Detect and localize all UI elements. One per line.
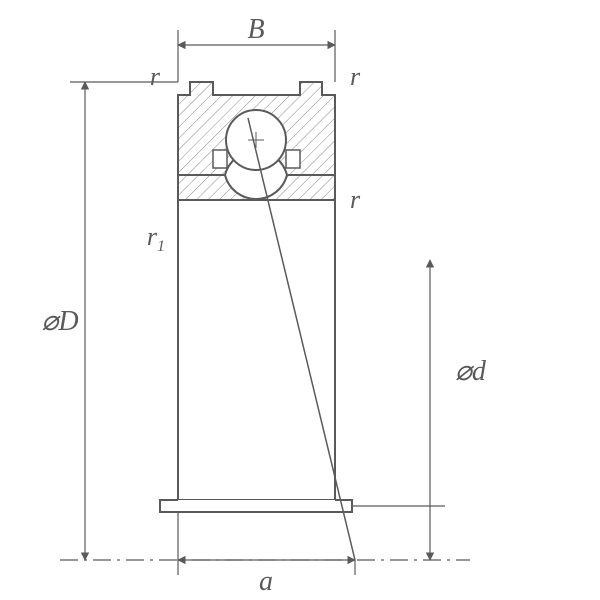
svg-text:⌀d: ⌀d bbox=[455, 356, 487, 387]
bearing-cross-section-diagram: B ⌀D ⌀d a r r r r1 bbox=[0, 0, 600, 600]
svg-text:⌀D: ⌀D bbox=[41, 306, 78, 337]
label-r-top-left: r bbox=[150, 62, 161, 91]
label-r-mid-right: r bbox=[350, 185, 361, 214]
label-r1: r1 bbox=[147, 222, 165, 255]
label-d: d bbox=[472, 356, 487, 387]
dimension-a: a bbox=[178, 512, 355, 597]
label-D: D bbox=[57, 306, 78, 337]
label-a: a bbox=[259, 566, 273, 597]
dimension-B: B bbox=[178, 14, 335, 82]
inner-ring bbox=[160, 175, 352, 512]
dimension-d: ⌀d bbox=[352, 260, 487, 560]
label-B: B bbox=[247, 14, 264, 45]
label-r-top-right: r bbox=[350, 62, 361, 91]
dimension-D: ⌀D bbox=[41, 82, 178, 560]
